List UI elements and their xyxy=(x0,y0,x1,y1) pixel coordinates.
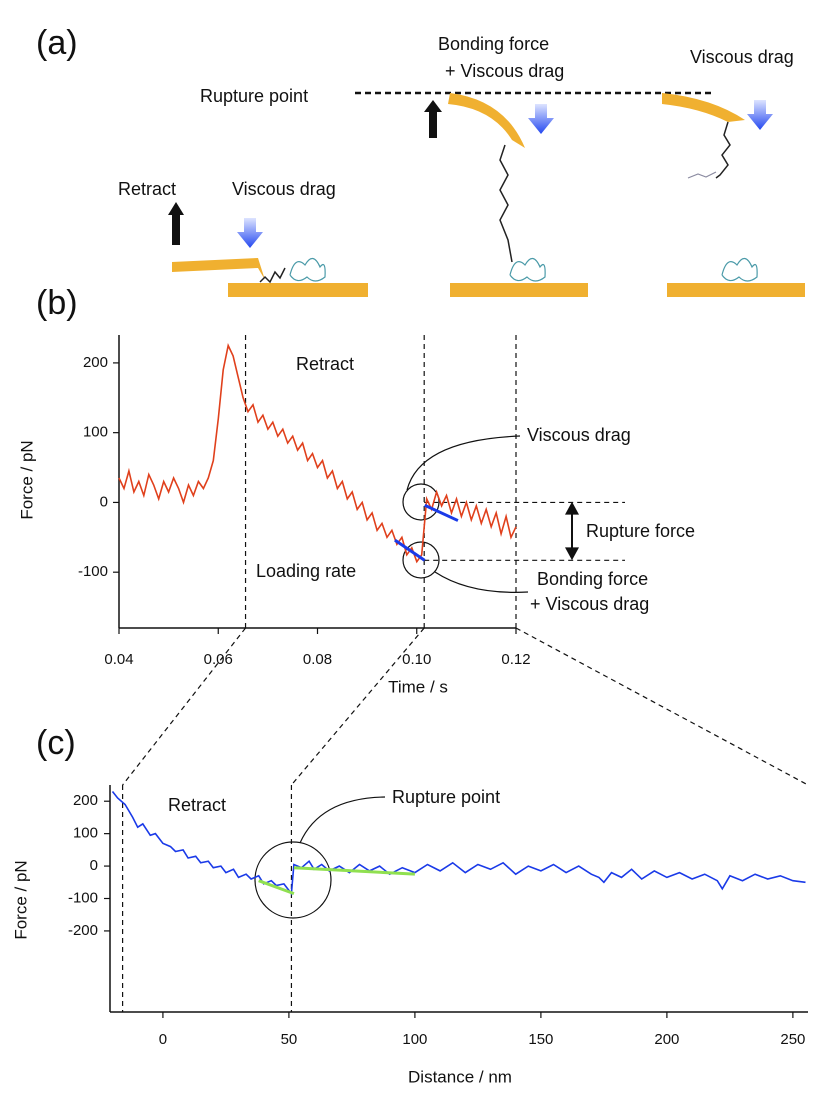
connector xyxy=(122,627,247,786)
fit-line xyxy=(424,503,459,522)
chain xyxy=(259,267,286,284)
y-tick-label: 200 xyxy=(73,792,98,809)
annotation: Retract xyxy=(296,354,354,374)
x-tick-label: 0.04 xyxy=(104,651,133,668)
x-tick-label: 100 xyxy=(402,1031,427,1048)
annotation: Rupture point xyxy=(392,787,500,807)
arrow xyxy=(424,100,442,138)
y-tick-label: -200 xyxy=(68,922,98,939)
substrate xyxy=(228,283,368,297)
annotation: Bonding force xyxy=(537,569,648,589)
label: Retract xyxy=(118,179,176,199)
arrow xyxy=(168,202,184,245)
label: + Viscous drag xyxy=(445,61,564,81)
blue-arrow xyxy=(528,104,554,134)
substrate xyxy=(450,283,588,297)
blue-arrow xyxy=(237,218,263,248)
connector xyxy=(290,627,425,786)
annotation: Loading rate xyxy=(256,561,356,581)
y-tick-label: 0 xyxy=(100,493,108,510)
fit-line xyxy=(293,866,415,876)
y-tick-label: 100 xyxy=(73,825,98,842)
substrate xyxy=(667,283,805,297)
y-axis-title: Force / pN xyxy=(11,860,30,939)
annotation: Retract xyxy=(168,795,226,815)
x-tick-label: 0.10 xyxy=(402,651,431,668)
panel-label: (c) xyxy=(36,724,76,762)
chain xyxy=(715,121,731,179)
x-tick-label: 50 xyxy=(281,1031,298,1048)
x-tick-label: 250 xyxy=(780,1031,805,1048)
chain xyxy=(499,144,513,263)
callouts xyxy=(254,435,580,919)
cantilever xyxy=(448,93,525,148)
diagram: Rupture point Bonding force + Viscous dr… xyxy=(118,34,805,297)
y-tick-label: -100 xyxy=(78,563,108,580)
y-tick-label: 200 xyxy=(83,354,108,371)
trace xyxy=(118,342,517,564)
x-tick-label: 150 xyxy=(528,1031,553,1048)
x-axis-title: Time / s xyxy=(388,677,448,696)
molecule xyxy=(289,171,758,282)
x-tick-label: 200 xyxy=(654,1031,679,1048)
annotation: Rupture force xyxy=(586,521,695,541)
x-tick-label: 0.06 xyxy=(204,651,233,668)
annotation: + Viscous drag xyxy=(530,594,649,614)
y-tick-label: 100 xyxy=(83,424,108,441)
panel-label: (b) xyxy=(36,284,78,322)
panel-label: (a) xyxy=(36,24,78,62)
x-tick-label: 0 xyxy=(159,1031,167,1048)
fit-line xyxy=(394,538,426,562)
annotation: Viscous drag xyxy=(527,425,631,445)
fit-line xyxy=(258,879,295,896)
x-tick-label: 0.12 xyxy=(501,651,530,668)
y-axis-title: Force / pN xyxy=(17,440,36,519)
y-tick-label: 0 xyxy=(90,857,98,874)
y-tick-label: -100 xyxy=(68,889,98,906)
label: Bonding force xyxy=(438,34,549,54)
label: Viscous drag xyxy=(690,47,794,67)
connector xyxy=(515,627,809,786)
x-axis-title: Distance / nm xyxy=(408,1067,512,1086)
trace xyxy=(111,791,806,896)
cantilever xyxy=(172,258,265,280)
x-tick-label: 0.08 xyxy=(303,651,332,668)
cantilever xyxy=(662,93,745,122)
label: Rupture point xyxy=(200,86,308,106)
blue-arrow xyxy=(747,100,773,130)
label: Viscous drag xyxy=(232,179,336,199)
